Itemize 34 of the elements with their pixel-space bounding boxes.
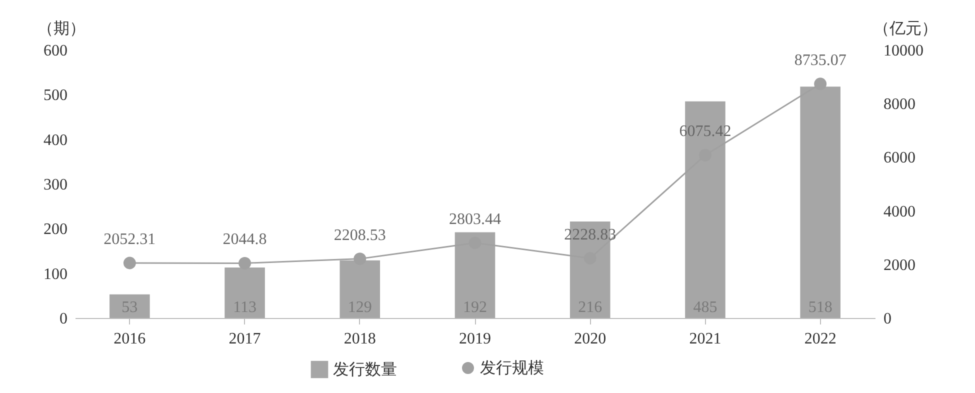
data-label: 2208.53 [334, 226, 386, 244]
x-tick-label: 2022 [804, 330, 836, 348]
y-tick-label: 500 [44, 87, 68, 104]
y2-tick-label: 0 [884, 310, 892, 328]
y-tick-label: 400 [44, 132, 68, 149]
y-tick-label: 300 [44, 176, 68, 194]
y2-tick-label: 10000 [884, 42, 924, 60]
y2-tick-label: 8000 [884, 96, 916, 114]
x-tick-label: 2020 [574, 330, 606, 348]
x-tick-label: 2021 [689, 330, 722, 348]
data-label: 2044.8 [222, 231, 267, 248]
x-tick-label: 2018 [344, 330, 376, 348]
y2-tick-label: 4000 [884, 203, 916, 220]
bar [110, 294, 150, 318]
data-label: 2803.44 [449, 210, 501, 228]
point [814, 78, 827, 90]
x-tick-label: 2019 [459, 330, 491, 348]
y2-tick-label: 2000 [884, 256, 916, 274]
legend-label: 发行数量 [333, 362, 397, 378]
point [238, 256, 252, 270]
y2-axis-title: （亿元） [874, 20, 938, 38]
data-label: 8735.07 [794, 52, 846, 69]
x-tick-label: 2016 [114, 330, 146, 348]
y-tick-label: 100 [44, 266, 68, 283]
y-tick-label: 200 [44, 221, 68, 238]
data-label: 2052.31 [104, 231, 156, 248]
legend-label: 发行规模 [480, 359, 544, 377]
y2-tick-label: 6000 [884, 150, 916, 167]
y-axis-title: （期） [38, 20, 86, 38]
y-tick-label: 0 [60, 310, 68, 328]
y-tick-label: 600 [44, 42, 68, 60]
point [123, 256, 136, 270]
x-tick-label: 2017 [228, 330, 261, 348]
point [354, 252, 366, 266]
